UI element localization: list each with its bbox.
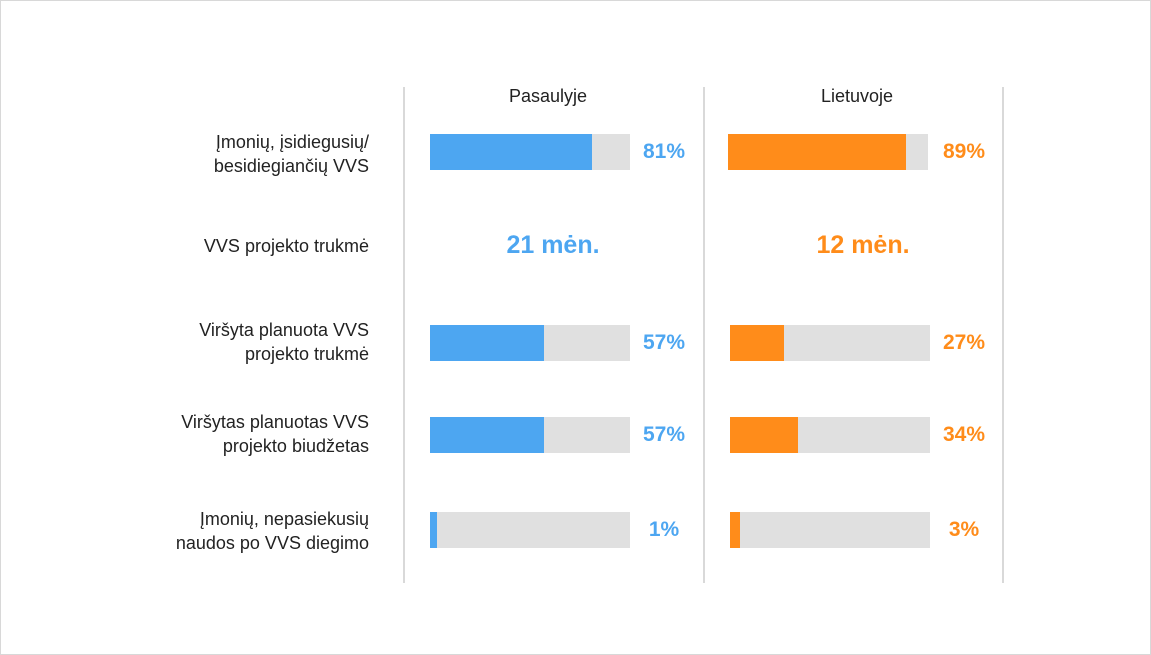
duration-lithuania: 12 mėn.: [816, 231, 910, 259]
row-label: Įmonių, nepasiekusių naudos po VVS diegi…: [109, 507, 369, 555]
value-label-world: 1%: [648, 518, 680, 541]
column-header-world: Pasaulyje: [508, 86, 588, 106]
row-label: Įmonių, įsidiegusių/ besidiegiančių VVS: [109, 130, 369, 178]
bar-fill-lithuania: [730, 417, 798, 453]
bar-fill-lithuania: [730, 325, 784, 361]
value-label-lithuania: 34%: [942, 423, 986, 446]
row-label-line: Viršytas planuotas VVS: [181, 412, 369, 432]
bar-track-world: [430, 325, 630, 361]
value-label-lithuania: 27%: [942, 331, 986, 354]
bar-fill-world: [430, 134, 592, 170]
row-label-line: Įmonių, nepasiekusių: [199, 509, 369, 529]
bar-fill-world: [430, 512, 437, 548]
bar-track-world: [430, 512, 630, 548]
bar-track-lithuania: [730, 512, 930, 548]
value-label-world: 81%: [642, 140, 686, 163]
bar-track-world: [430, 417, 630, 453]
bar-track-world: [430, 134, 630, 170]
value-label-world: 57%: [642, 423, 686, 446]
row-label: Viršyta planuota VVS projekto trukmė: [109, 318, 369, 366]
row-label-line: Viršyta planuota VVS: [199, 320, 369, 340]
row-label-line: projekto biudžetas: [222, 436, 369, 456]
row-label: Viršytas planuotas VVS projekto biudžeta…: [109, 410, 369, 458]
column-divider: [403, 87, 405, 583]
bar-track-lithuania: [728, 134, 928, 170]
value-label-lithuania: 3%: [948, 518, 980, 541]
row-label-line: naudos po VVS diegimo: [175, 533, 369, 553]
row-label-line: projekto trukmė: [244, 344, 369, 364]
row-label-line: besidiegiančių VVS: [213, 156, 369, 176]
duration-world: 21 mėn.: [506, 231, 600, 259]
column-divider: [703, 87, 705, 583]
bar-fill-world: [430, 417, 544, 453]
column-header-lithuania: Lietuvoje: [820, 86, 894, 106]
row-label-line: Įmonių, įsidiegusių/: [215, 132, 369, 152]
bar-fill-world: [430, 325, 544, 361]
bar-fill-lithuania: [728, 134, 906, 170]
value-label-lithuania: 89%: [942, 140, 986, 163]
row-label: VVS projekto trukmė: [109, 234, 369, 258]
bar-track-lithuania: [730, 325, 930, 361]
column-divider: [1002, 87, 1004, 583]
value-label-world: 57%: [642, 331, 686, 354]
row-label-line: VVS projekto trukmė: [203, 236, 369, 256]
bar-track-lithuania: [730, 417, 930, 453]
bar-fill-lithuania: [730, 512, 740, 548]
